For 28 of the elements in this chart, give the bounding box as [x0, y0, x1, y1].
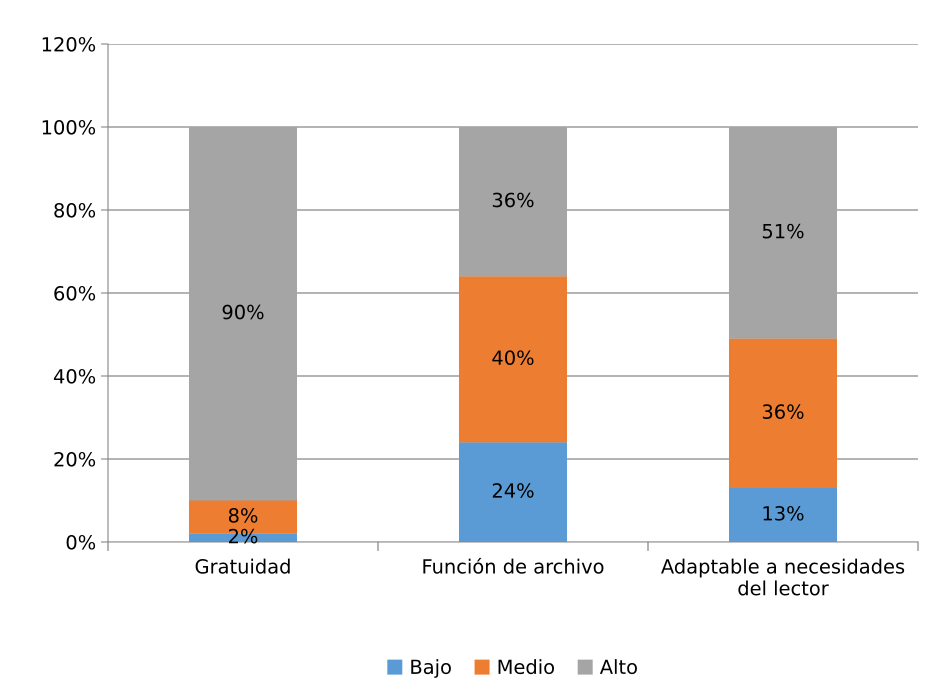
data-label: 36%	[492, 192, 534, 208]
y-tick-label: 120%	[42, 36, 96, 52]
bar	[189, 127, 297, 500]
data-label: 24%	[492, 483, 534, 498]
bar	[459, 276, 567, 442]
legend-label: Alto	[600, 659, 637, 674]
bar	[729, 338, 837, 488]
y-tick-label: 0%	[66, 534, 96, 550]
data-label: 13%	[764, 506, 804, 521]
data-label: 40%	[492, 350, 534, 366]
bar	[729, 488, 837, 542]
x-tick-label: Función de archivo	[423, 558, 604, 574]
data-label: 51%	[762, 224, 804, 238]
y-tick-label: 80%	[54, 202, 96, 218]
legend-label: Medio	[498, 659, 554, 674]
y-tick-label: 40%	[54, 368, 96, 384]
bar	[459, 442, 567, 542]
y-tick-label: 100%	[42, 120, 96, 135]
bar	[459, 127, 567, 276]
data-label: 8%	[228, 508, 258, 523]
y-tick-label: 20%	[54, 452, 96, 467]
y-tick-label: 60%	[54, 286, 96, 301]
data-label: 90%	[222, 304, 264, 320]
x-tick-label: Gratuidad	[196, 558, 290, 574]
x-tick-label: Adaptable a necesidades del lector	[661, 558, 904, 596]
legend-label: Bajo	[411, 659, 451, 678]
bar	[729, 127, 837, 339]
data-label: 36%	[762, 404, 804, 419]
